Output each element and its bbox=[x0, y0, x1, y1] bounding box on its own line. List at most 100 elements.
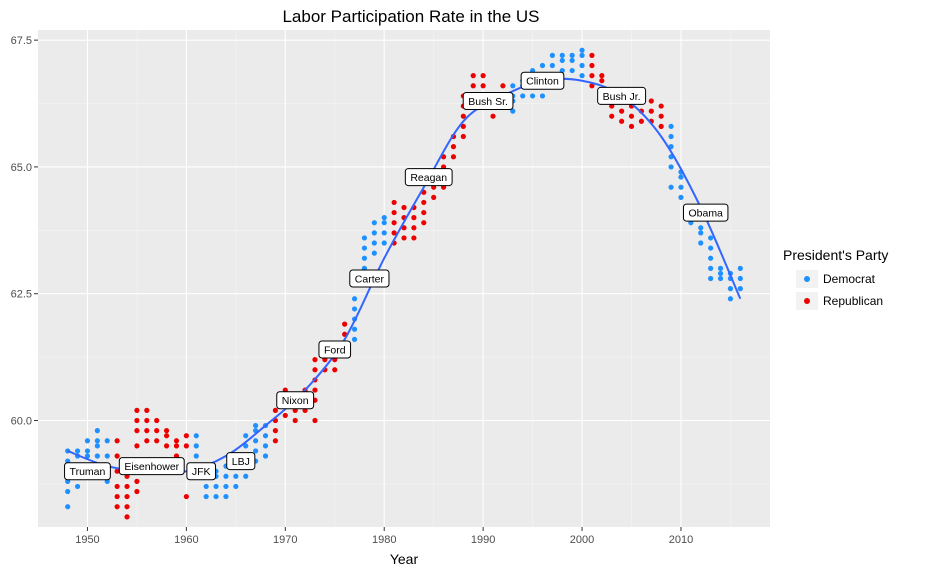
label-box bbox=[226, 452, 256, 471]
label-box bbox=[276, 391, 315, 410]
label-box bbox=[682, 203, 729, 222]
point-democrat bbox=[262, 443, 269, 449]
label-text: JFK bbox=[192, 466, 211, 478]
point-democrat bbox=[253, 438, 259, 444]
point-republican bbox=[589, 52, 595, 58]
label-box bbox=[349, 269, 390, 288]
point-democrat bbox=[678, 174, 684, 180]
point-democrat bbox=[698, 240, 704, 246]
point-republican bbox=[490, 113, 496, 119]
point-democrat bbox=[510, 83, 516, 89]
point-republican bbox=[134, 478, 140, 484]
panel-background bbox=[38, 30, 770, 527]
point-republican bbox=[144, 428, 150, 434]
point-democrat bbox=[569, 67, 575, 74]
point-democrat bbox=[84, 448, 91, 454]
point-republican bbox=[272, 428, 279, 434]
legend-key-democrat bbox=[804, 276, 810, 282]
label-text: Nixon bbox=[282, 395, 309, 407]
point-democrat bbox=[549, 62, 555, 69]
label-truman: Truman bbox=[64, 462, 111, 481]
label-text: Clinton bbox=[526, 76, 559, 88]
point-republican bbox=[154, 428, 160, 434]
label-text: Carter bbox=[355, 274, 385, 286]
point-republican bbox=[114, 468, 120, 474]
point-republican bbox=[401, 235, 407, 241]
label-clinton: Clinton bbox=[520, 71, 565, 90]
point-republican bbox=[401, 225, 407, 231]
point-republican bbox=[342, 321, 348, 327]
point-democrat bbox=[579, 52, 585, 58]
x-tick-label: 1990 bbox=[471, 534, 495, 546]
point-republican bbox=[163, 433, 170, 439]
point-democrat bbox=[84, 453, 91, 459]
point-democrat bbox=[727, 296, 734, 302]
point-republican bbox=[470, 73, 476, 79]
x-tick-label: 1980 bbox=[372, 534, 396, 546]
point-republican bbox=[480, 83, 486, 89]
point-republican bbox=[272, 407, 279, 413]
label-text: Eisenhower bbox=[124, 461, 179, 473]
label-lbj: LBJ bbox=[226, 452, 256, 471]
point-democrat bbox=[371, 230, 377, 236]
point-republican bbox=[154, 417, 160, 424]
label-eisenhower: Eisenhower bbox=[118, 457, 185, 476]
label-box bbox=[520, 71, 565, 90]
point-democrat bbox=[74, 483, 81, 490]
point-democrat bbox=[708, 275, 714, 282]
point-democrat bbox=[351, 326, 358, 332]
label-box bbox=[404, 168, 453, 187]
point-republican bbox=[421, 199, 427, 206]
point-republican bbox=[124, 504, 130, 510]
point-republican bbox=[134, 428, 140, 434]
point-democrat bbox=[361, 245, 368, 251]
point-democrat bbox=[539, 62, 546, 69]
point-republican bbox=[589, 83, 595, 89]
minor-gridlines bbox=[38, 30, 770, 527]
x-tick-label: 1950 bbox=[75, 534, 99, 546]
point-democrat bbox=[213, 493, 219, 500]
point-republican bbox=[114, 493, 120, 500]
point-republican bbox=[628, 113, 635, 119]
point-democrat bbox=[262, 453, 269, 459]
point-republican bbox=[638, 118, 645, 124]
point-democrat bbox=[569, 57, 575, 64]
y-tick-label: 60.0 bbox=[11, 416, 32, 428]
label-text: Ford bbox=[324, 345, 346, 357]
point-republican bbox=[589, 73, 595, 79]
point-republican bbox=[134, 443, 140, 449]
point-democrat bbox=[74, 448, 81, 454]
point-democrat bbox=[698, 225, 704, 231]
point-democrat bbox=[559, 52, 565, 58]
point-democrat bbox=[193, 433, 199, 439]
point-democrat bbox=[381, 240, 387, 246]
point-democrat bbox=[668, 164, 674, 170]
point-democrat bbox=[668, 123, 674, 129]
point-republican bbox=[450, 154, 457, 160]
point-democrat bbox=[510, 108, 516, 114]
point-republican bbox=[411, 235, 417, 241]
point-democrat bbox=[579, 47, 585, 53]
point-democrat bbox=[371, 240, 377, 246]
point-republican bbox=[183, 433, 189, 439]
point-democrat bbox=[233, 473, 239, 479]
point-democrat bbox=[223, 493, 229, 500]
point-republican bbox=[144, 407, 150, 413]
point-democrat bbox=[203, 493, 209, 500]
label-nixon: Nixon bbox=[276, 391, 315, 410]
point-republican bbox=[658, 103, 664, 109]
label-text: Bush Sr. bbox=[468, 96, 508, 108]
point-republican bbox=[124, 493, 130, 500]
point-democrat bbox=[351, 296, 358, 302]
point-democrat bbox=[549, 52, 555, 58]
point-democrat bbox=[94, 443, 100, 449]
legend-title: President's Party bbox=[783, 247, 888, 263]
point-republican bbox=[134, 407, 140, 413]
point-democrat bbox=[708, 235, 714, 241]
label-bush-jr: Bush Jr. bbox=[597, 86, 647, 105]
point-democrat bbox=[381, 220, 387, 226]
point-republican bbox=[589, 62, 595, 69]
point-republican bbox=[312, 367, 318, 373]
label-text: Reagan bbox=[410, 172, 447, 184]
label-text: LBJ bbox=[232, 456, 250, 468]
